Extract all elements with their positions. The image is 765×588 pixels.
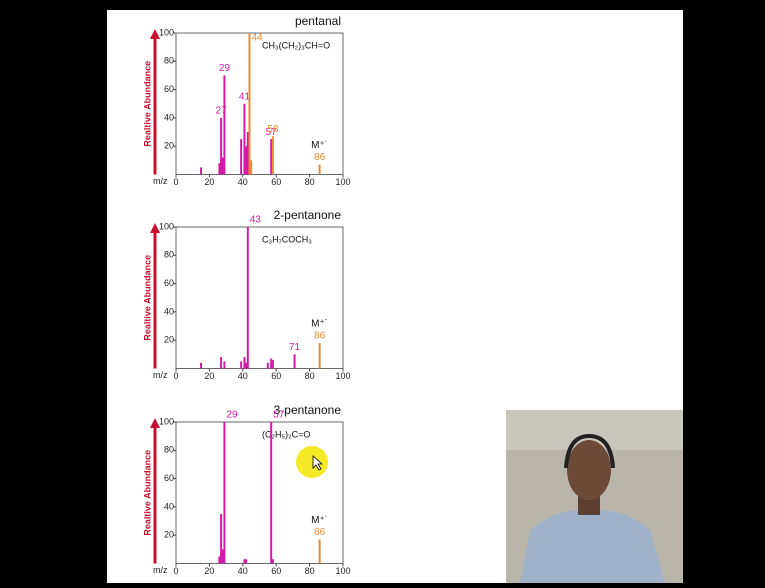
peak [223, 75, 225, 174]
peak [267, 363, 269, 369]
peak-label: 57 [273, 410, 285, 421]
peak-label: 58 [267, 124, 279, 135]
x-tick-label: 60 [271, 177, 281, 187]
y-tick-label: 20 [164, 530, 174, 540]
x-tick-label: 20 [204, 371, 214, 381]
peak-label: 86 [314, 527, 326, 538]
webcam [506, 410, 683, 583]
peak-label: 44 [251, 33, 263, 44]
y-tick-label: 80 [164, 56, 174, 66]
x-tick-label: 60 [271, 371, 281, 381]
y-tick-label: 60 [164, 278, 174, 288]
peak-label: 86 [314, 331, 326, 342]
peak [272, 559, 274, 563]
peak [272, 136, 274, 174]
peak-label: 29 [226, 410, 238, 421]
head [567, 440, 611, 500]
page: {"chart_data": [ {"type": "bar", "title"… [0, 0, 765, 583]
molecular-ion-label: M⁺˙ [311, 140, 328, 151]
y-axis-label: Realtive Abundance [142, 61, 152, 147]
x-axis-label: m/z [153, 370, 168, 380]
x-tick-label: 20 [204, 177, 214, 187]
y-tick-label: 40 [164, 112, 174, 122]
peak [248, 33, 250, 175]
x-tick-label: 0 [173, 566, 178, 576]
y-tick-label: 40 [164, 306, 174, 316]
peak [319, 343, 321, 368]
y-tick-label: 100 [159, 221, 174, 231]
x-tick-label: 100 [335, 566, 350, 576]
screen: pentanal CH₃(CH₂)₃CH=O Realtive Abundance m… [0, 0, 765, 583]
peak [294, 354, 296, 368]
peak-label: 71 [289, 342, 301, 353]
peak [247, 227, 249, 369]
peak [223, 361, 225, 368]
x-tick-label: 20 [204, 566, 214, 576]
y-tick-label: 20 [164, 335, 174, 345]
cursor-highlight [296, 446, 328, 478]
y-tick-label: 60 [164, 84, 174, 94]
x-tick-label: 0 [173, 177, 178, 187]
peak [240, 139, 242, 174]
peak [245, 559, 247, 563]
x-tick-label: 40 [238, 566, 248, 576]
x-axis-label: m/z [153, 565, 168, 575]
x-tick-label: 0 [173, 371, 178, 381]
x-tick-label: 80 [305, 177, 315, 187]
peak [319, 165, 321, 175]
y-axis-label: Realtive Abundance [142, 450, 152, 536]
molecular-ion-label: M⁺˙ [311, 515, 328, 526]
peak [220, 357, 222, 368]
y-tick-label: 40 [164, 501, 174, 511]
top-bar [0, 0, 765, 10]
peak-label: 29 [219, 63, 231, 74]
peak-label: 86 [314, 152, 326, 163]
peak [270, 422, 272, 564]
peak [319, 539, 321, 563]
x-tick-label: 100 [335, 177, 350, 187]
x-tick-label: 100 [335, 371, 350, 381]
chart-title: 2-pentanone [274, 208, 342, 222]
peak [250, 160, 252, 174]
x-tick-label: 80 [305, 566, 315, 576]
formula: (C₂H₅)₂C=O [262, 429, 310, 439]
y-tick-label: 80 [164, 250, 174, 260]
peak [200, 363, 202, 369]
y-tick-label: 80 [164, 445, 174, 455]
x-axis-label: m/z [153, 176, 168, 186]
formula: C₃H₇COCH₃ [262, 234, 312, 244]
y-tick-label: 20 [164, 141, 174, 151]
x-tick-label: 40 [238, 371, 248, 381]
y-tick-label: 60 [164, 473, 174, 483]
peak [272, 360, 274, 368]
x-tick-label: 60 [271, 566, 281, 576]
peak [200, 167, 202, 174]
peak-label: 43 [250, 215, 262, 226]
molecular-ion-label: M⁺˙ [311, 319, 328, 330]
x-tick-label: 40 [238, 177, 248, 187]
y-tick-label: 100 [159, 27, 174, 37]
x-tick-label: 80 [305, 371, 315, 381]
y-tick-label: 100 [159, 416, 174, 426]
y-axis-label: Realtive Abundance [142, 255, 152, 341]
formula: CH₃(CH₂)₃CH=O [262, 40, 330, 50]
peak [240, 361, 242, 368]
peak [223, 422, 225, 564]
chart-title: pentanal [295, 14, 341, 28]
